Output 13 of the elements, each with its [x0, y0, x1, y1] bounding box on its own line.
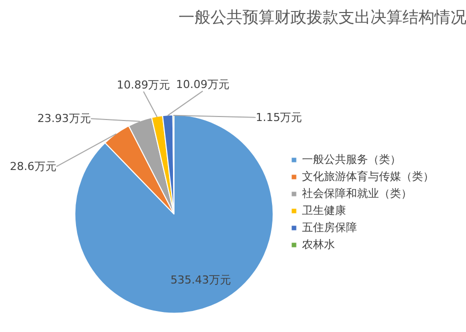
data-label: 10.89万元	[116, 78, 170, 92]
data-label: 1.15万元	[256, 110, 302, 124]
data-label: 10.09万元	[176, 78, 230, 92]
data-label: 23.93万元	[37, 112, 91, 126]
legend-label: 农林水	[302, 237, 335, 252]
legend-label: 五住房保障	[302, 220, 357, 235]
data-label: 28.6万元	[10, 160, 56, 174]
data-label: 535.43万元	[170, 273, 232, 286]
legend-label: 一般公共服务（类）	[302, 152, 401, 167]
legend-label: 文化旅游体育与传媒（类）	[302, 169, 434, 184]
legend-label: 社会保障和就业（类）	[302, 186, 412, 201]
chart-title: 一般公共预算财政拨款支出决算结构情况	[178, 8, 466, 26]
legend-label: 卫生健康	[302, 203, 346, 218]
